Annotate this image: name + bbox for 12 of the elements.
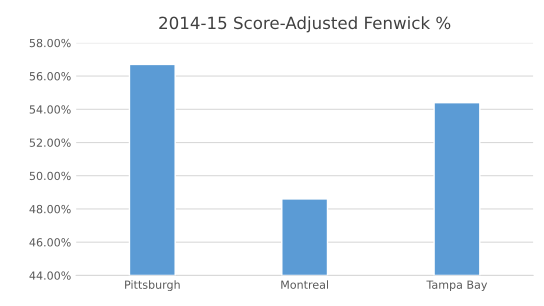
y-tick-label: 52.00%	[30, 138, 71, 147]
chart-title: 2014-15 Score-Adjusted Fenwick %	[159, 16, 450, 32]
y-tick-label: 56.00%	[30, 72, 71, 80]
x-tick-label: Pittsburgh	[125, 280, 180, 292]
y-tick-label: 48.00%	[29, 204, 71, 214]
y-tick-label: 50.00%	[30, 172, 71, 180]
y-tick-label: 54.00%	[30, 105, 71, 114]
x-tick-label: Montreal	[281, 280, 328, 289]
y-tick-label: 58.00%	[30, 38, 71, 48]
y-tick-label: 46.00%	[29, 238, 71, 247]
x-tick-label: Tampa Bay	[426, 280, 488, 292]
y-tick-label: 44.00%	[29, 271, 71, 280]
